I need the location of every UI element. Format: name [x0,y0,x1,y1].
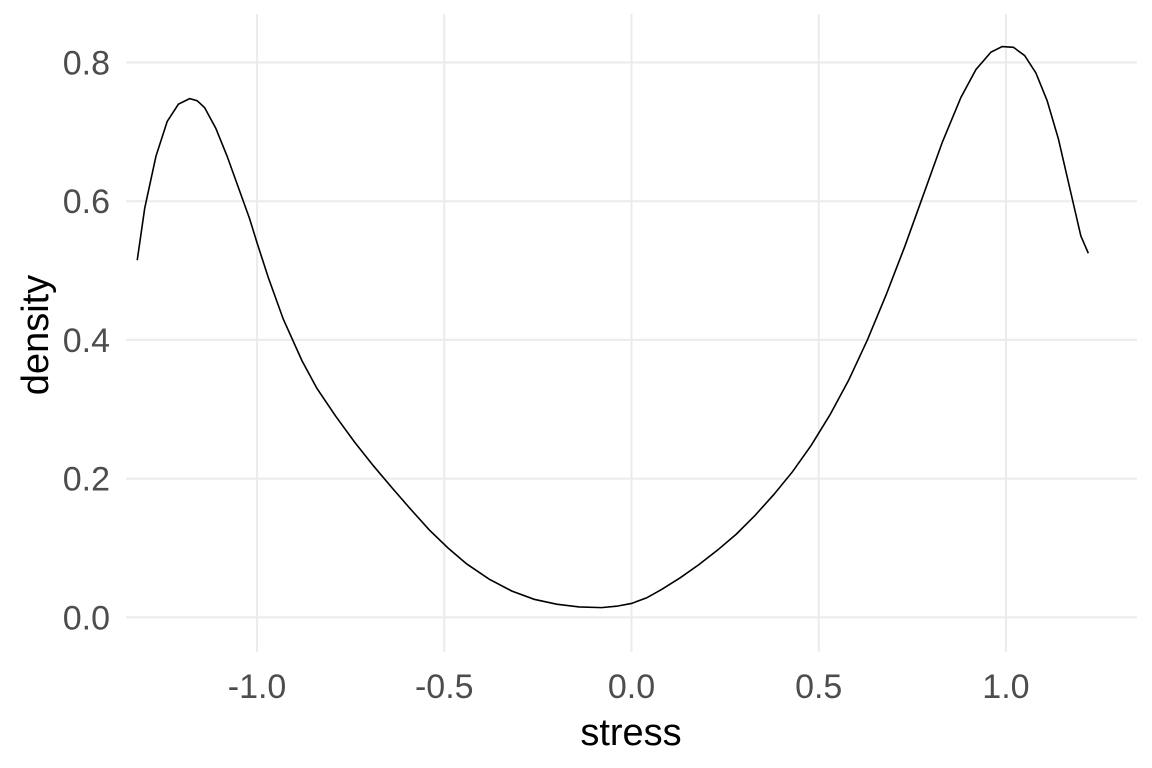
y-axis-ticks: 0.0 0.2 0.4 0.6 0.8 [63,45,110,638]
y-axis-title: density [15,275,57,395]
grid-lines [126,14,1137,652]
y-tick-label: 0.0 [63,599,110,637]
y-tick-label: 0.6 [63,183,110,221]
x-tick-label: -1.0 [228,668,287,706]
x-tick-label: 0.5 [795,668,842,706]
y-tick-label: 0.8 [63,45,110,83]
x-axis-title: stress [580,712,681,754]
y-tick-label: 0.4 [63,322,110,360]
y-tick-label: 0.2 [63,461,110,499]
density-curve [136,45,1090,609]
x-tick-label: -0.5 [415,668,474,706]
x-tick-label: 0.0 [608,668,655,706]
x-axis-ticks: -1.0 -0.5 0.0 0.5 1.0 [228,668,1030,706]
x-tick-label: 1.0 [982,668,1029,706]
plot-area [136,45,1090,609]
